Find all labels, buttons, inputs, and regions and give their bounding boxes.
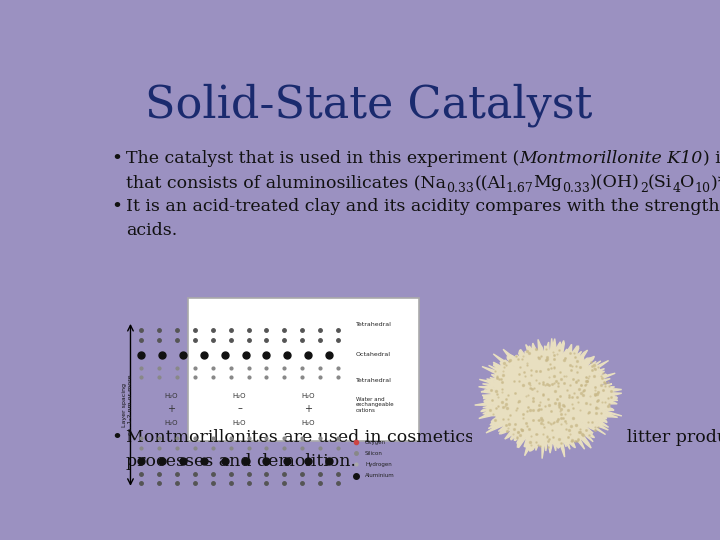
Text: +: + [305, 403, 312, 414]
FancyBboxPatch shape [472, 324, 626, 470]
Text: (Si: (Si [648, 174, 672, 191]
Text: Tetrahedral: Tetrahedral [356, 378, 392, 383]
Text: •: • [111, 429, 122, 447]
Text: H₂O: H₂O [233, 421, 246, 427]
Text: 1.67: 1.67 [505, 181, 534, 194]
Text: H₂O: H₂O [233, 393, 246, 399]
Text: •: • [111, 198, 122, 216]
Text: processes and demolition.: processes and demolition. [126, 453, 356, 470]
Text: Tetrahedral: Tetrahedral [356, 322, 392, 327]
Text: Layer spacing
ca. 1-2 nm or more: Layer spacing ca. 1-2 nm or more [122, 375, 133, 435]
Text: Mg: Mg [534, 174, 562, 191]
Text: H₂O: H₂O [164, 393, 178, 399]
Text: )(OH): )(OH) [590, 174, 640, 191]
Text: –: – [237, 403, 242, 414]
Text: +: + [167, 403, 175, 414]
FancyBboxPatch shape [188, 298, 419, 441]
Text: H₂O: H₂O [302, 393, 315, 399]
Polygon shape [474, 339, 622, 458]
Text: ) is a clay catalyst: ) is a clay catalyst [703, 150, 720, 167]
Text: 2: 2 [640, 181, 648, 194]
Text: 0.33: 0.33 [562, 181, 590, 194]
Text: )*n H: )*n H [711, 174, 720, 191]
Text: ((Al: ((Al [474, 174, 505, 191]
Text: acids.: acids. [126, 222, 178, 239]
Text: Octahedral: Octahedral [356, 352, 391, 357]
Text: Water and
exchangeable
cations: Water and exchangeable cations [356, 396, 395, 413]
Text: Aluminium: Aluminium [365, 473, 395, 478]
Text: 10: 10 [695, 181, 711, 194]
Text: H₂O: H₂O [302, 421, 315, 427]
Text: Montmorillonites are used in cosmetics, as a base in cat litter products, in cra: Montmorillonites are used in cosmetics, … [126, 429, 720, 446]
Text: The catalyst that is used in this experiment (: The catalyst that is used in this experi… [126, 150, 520, 167]
Text: Silicon: Silicon [365, 451, 383, 456]
Text: Hydrogen: Hydrogen [365, 462, 392, 467]
Text: that consists of aluminosilicates (Na: that consists of aluminosilicates (Na [126, 174, 446, 191]
Text: Montmorillonite K10: Montmorillonite K10 [520, 150, 703, 167]
Text: 0.33: 0.33 [446, 181, 474, 194]
Text: Oxygen: Oxygen [365, 440, 386, 444]
Text: It is an acid-treated clay and its acidity compares with the strength of some mi: It is an acid-treated clay and its acidi… [126, 198, 720, 215]
Text: H₂O: H₂O [164, 421, 178, 427]
Text: O: O [680, 174, 695, 191]
Text: 4: 4 [672, 181, 680, 194]
Text: Solid-State Catalyst: Solid-State Catalyst [145, 84, 593, 127]
Text: •: • [111, 150, 122, 168]
